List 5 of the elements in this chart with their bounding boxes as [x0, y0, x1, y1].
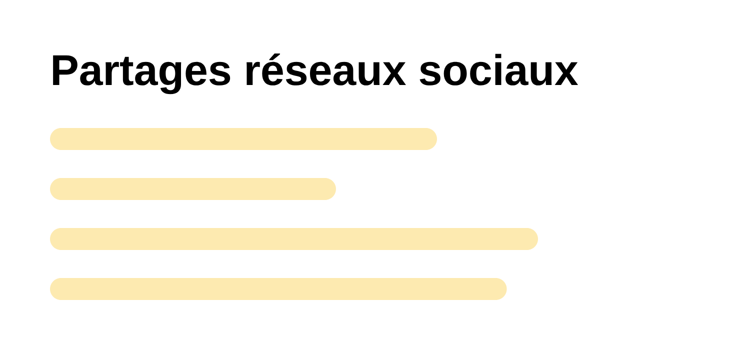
- bar: [50, 128, 437, 150]
- bar: [50, 178, 336, 200]
- bar: [50, 278, 507, 300]
- bar: [50, 228, 538, 250]
- chart-title: Partages réseaux sociaux: [53, 53, 578, 94]
